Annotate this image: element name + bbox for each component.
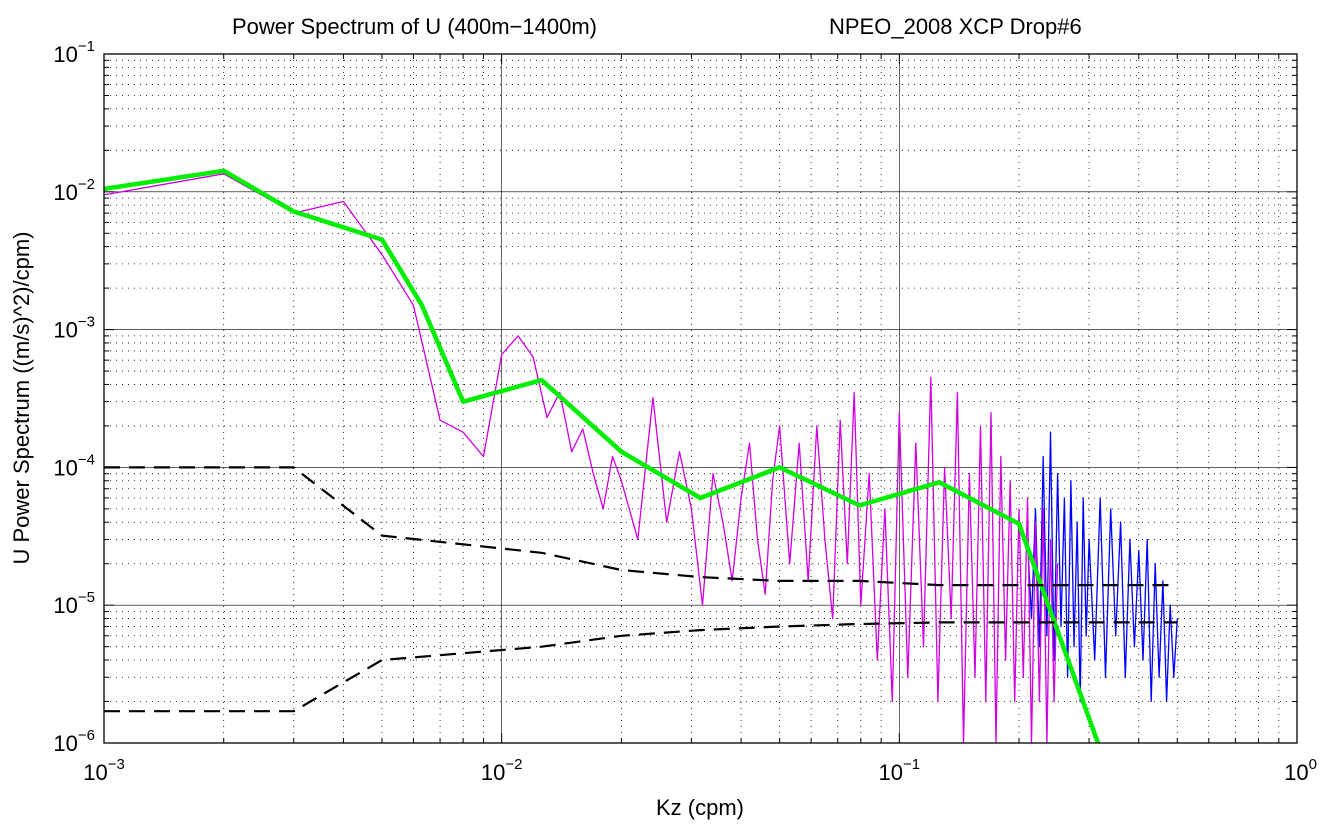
- minor-grid: [104, 54, 1297, 743]
- y-tick-label: 10−6: [53, 727, 95, 756]
- series-line-4: [104, 621, 1178, 713]
- y-tick-label: 10−2: [53, 176, 95, 205]
- y-axis-label: U Power Spectrum ((m/s)^2)/cpm): [9, 231, 34, 564]
- y-tick-label: 10−4: [53, 451, 95, 480]
- series-line-1: [104, 173, 1059, 743]
- chart-title-left: Power Spectrum of U (400m−1400m): [232, 14, 597, 39]
- y-tick-labels: 10−6 10−5 10−4 10−3 10−2 10−1: [53, 38, 95, 756]
- series-layer: [104, 168, 1178, 743]
- chart-title-right: NPEO_2008 XCP Drop#6: [829, 14, 1082, 39]
- y-tick-label: 10−3: [53, 314, 95, 343]
- x-tick-label: 10−3: [83, 756, 125, 785]
- series-line-2: [104, 168, 1101, 743]
- series-line-3: [104, 466, 1178, 587]
- y-tick-label: 10−5: [53, 589, 95, 618]
- axis-ticks: [103, 53, 1298, 744]
- series-line-0: [1026, 431, 1178, 703]
- plot-area: [104, 168, 1178, 743]
- x-tick-label: 10−2: [481, 756, 523, 785]
- x-axis-label: Kz (cpm): [656, 795, 744, 820]
- y-tick-label: 10−1: [53, 38, 95, 67]
- x-tick-label: 100: [1284, 756, 1317, 785]
- x-tick-label: 10−1: [879, 756, 921, 785]
- x-tick-labels: 10−3 10−2 10−1 100: [83, 756, 1317, 785]
- axes-frame: [103, 53, 1298, 744]
